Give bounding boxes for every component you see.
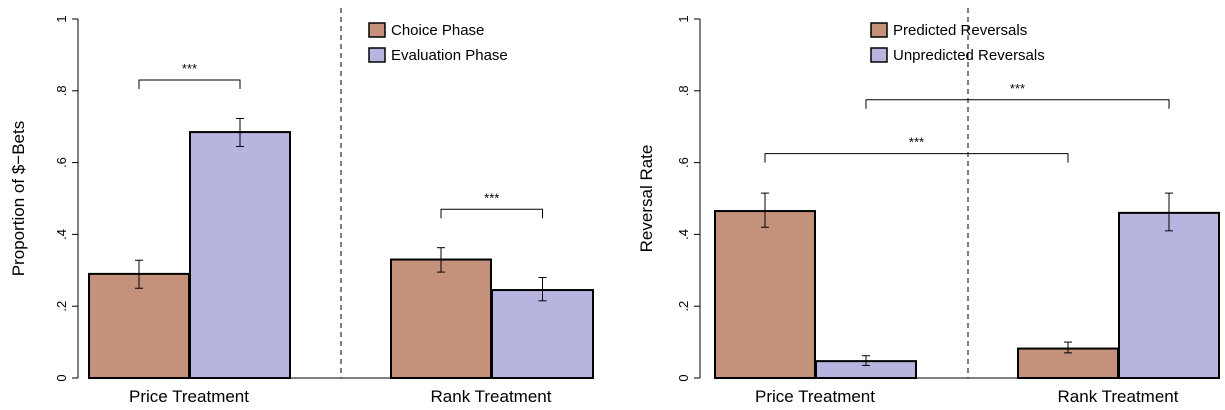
legend-swatch <box>368 47 386 63</box>
chart-panel-right: 0 .2 .4 .6 .8 1 Reversal Rate Price Treatment Ra… <box>637 8 1220 406</box>
significance-bracket <box>764 153 1069 163</box>
bar <box>390 258 492 379</box>
y-tick-label: 0 <box>54 374 69 381</box>
y-tick-label: .4 <box>676 229 691 240</box>
y-tick-label: .6 <box>54 157 69 168</box>
bar <box>714 210 816 379</box>
legend-label: Evaluation Phase <box>391 47 508 64</box>
chart-panel-left: 0 .2 .4 .6 .8 1 Proportion of $−Bets Price Trea… <box>9 8 594 406</box>
significance-label: *** <box>484 190 499 205</box>
y-tick-label: 1 <box>54 15 69 22</box>
significance-label: *** <box>1010 81 1025 96</box>
category-label: Rank Treatment <box>1058 387 1179 406</box>
category-label: Rank Treatment <box>431 387 552 406</box>
bar <box>189 131 291 379</box>
significance-bracket <box>440 208 543 219</box>
y-tick-label: .8 <box>54 85 69 96</box>
legend-label: Predicted Reversals <box>893 22 1027 39</box>
bar <box>1017 347 1119 380</box>
legend-label: Choice Phase <box>391 22 484 39</box>
y-axis-title: Proportion of $−Bets <box>9 121 28 276</box>
bar <box>1118 211 1220 379</box>
bar <box>88 272 190 380</box>
significance-label: *** <box>182 61 197 76</box>
legend-swatch <box>870 47 888 63</box>
y-tick-label: .2 <box>54 301 69 312</box>
y-tick-label: .2 <box>676 301 691 312</box>
legend-swatch <box>368 22 386 38</box>
y-axis-title: Reversal Rate <box>637 145 656 253</box>
significance-bracket <box>865 99 1170 109</box>
y-tick-label: 0 <box>676 374 691 381</box>
legend-label: Unpredicted Reversals <box>893 47 1045 64</box>
y-tick-label: .8 <box>676 85 691 96</box>
category-label: Price Treatment <box>755 387 875 406</box>
significance-bracket <box>138 79 241 90</box>
legend-swatch <box>870 22 888 38</box>
y-tick-label: 1 <box>676 15 691 22</box>
significance-label: *** <box>909 135 924 150</box>
y-tick-label: .6 <box>676 157 691 168</box>
y-tick-label: .4 <box>54 229 69 240</box>
category-label: Price Treatment <box>129 387 249 406</box>
bar <box>491 289 594 380</box>
